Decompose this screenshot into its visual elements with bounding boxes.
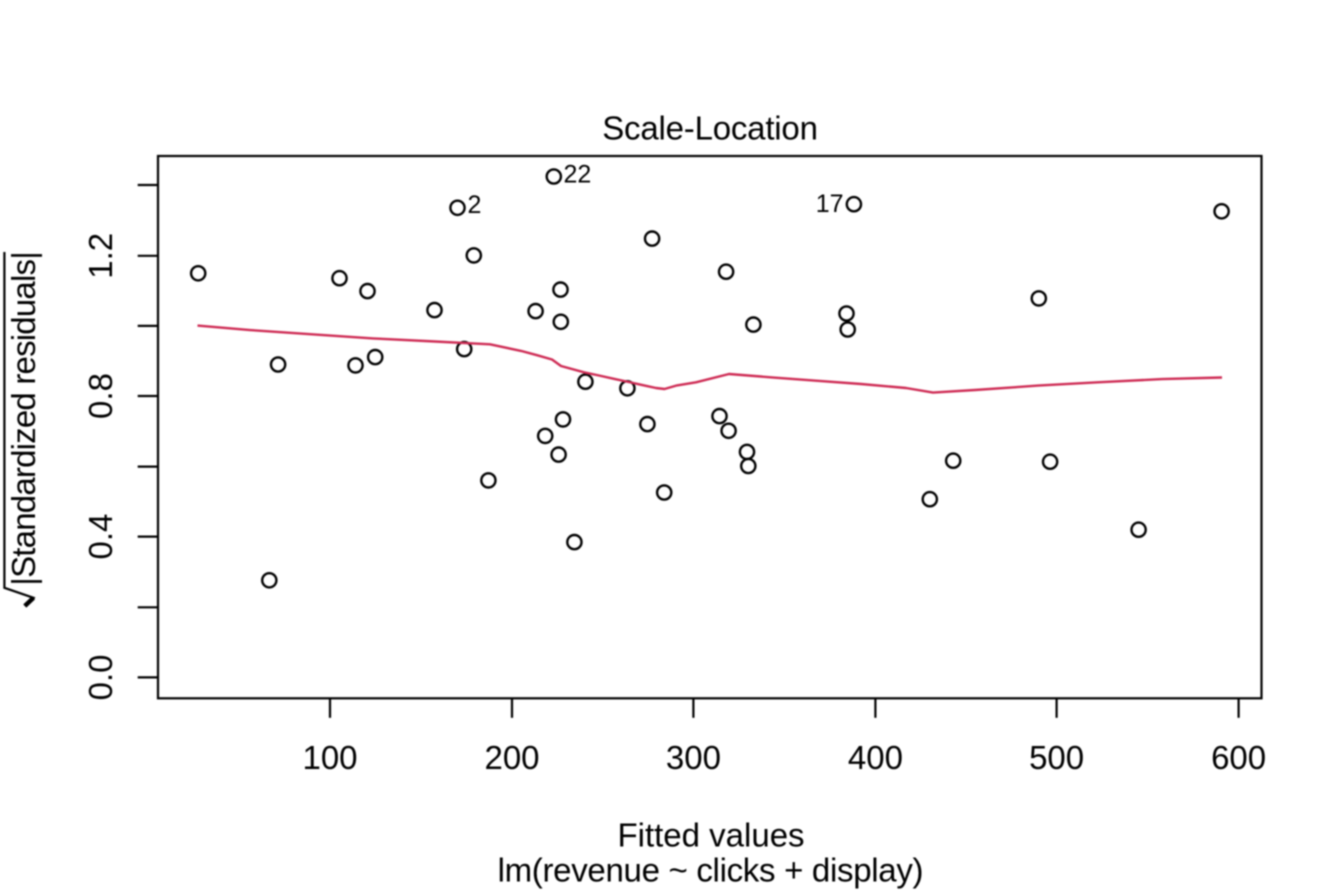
svg-text:2: 2 [468, 191, 482, 219]
svg-text:600: 600 [1211, 739, 1266, 776]
svg-text:|Standardized residuals|: |Standardized residuals| [5, 252, 42, 586]
svg-text:17: 17 [816, 190, 844, 218]
svg-text:300: 300 [666, 739, 721, 776]
svg-text:22: 22 [564, 161, 592, 189]
svg-text:200: 200 [484, 739, 539, 776]
svg-text:lm(revenue ~ clicks + display): lm(revenue ~ clicks + display) [498, 852, 924, 889]
svg-text:400: 400 [848, 739, 903, 776]
svg-text:0.0: 0.0 [82, 654, 119, 700]
svg-text:Fitted values: Fitted values [617, 817, 804, 854]
svg-text:Scale-Location: Scale-Location [602, 110, 818, 147]
svg-text:100: 100 [302, 739, 357, 776]
svg-text:500: 500 [1029, 739, 1084, 776]
svg-text:0.4: 0.4 [82, 514, 119, 560]
svg-text:1.2: 1.2 [82, 233, 119, 279]
svg-text:0.8: 0.8 [82, 373, 119, 419]
